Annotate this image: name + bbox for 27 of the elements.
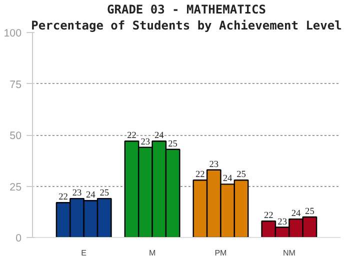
y-tick-label: 25 <box>10 181 22 194</box>
y-tick-label: 0 <box>16 232 22 244</box>
text: 22 <box>264 211 274 222</box>
chart-title: GRADE 03 - MATHEMATICS <box>107 2 266 16</box>
text: 23 <box>278 217 287 228</box>
series-label: 24 <box>86 190 96 201</box>
text: 22 <box>196 170 205 180</box>
chart-subtitle: Percentage of Students by Achievement Level <box>31 18 342 32</box>
series-label: 23 <box>72 188 82 199</box>
x-tick-label: M <box>148 248 156 258</box>
text: 23 <box>209 160 219 170</box>
x-tick-label: PM <box>214 248 228 258</box>
text: 22 <box>127 131 136 142</box>
series-label: 25 <box>100 188 110 199</box>
series-label: 22 <box>58 192 68 203</box>
x-tick-label: NM <box>282 248 296 258</box>
text: 25 <box>305 207 314 217</box>
text: 24 <box>222 174 232 184</box>
text: 24 <box>154 131 164 142</box>
text: 25 <box>236 170 246 180</box>
text: 24 <box>291 209 301 220</box>
y-tick-label: 50 <box>10 130 22 142</box>
text: 23 <box>140 137 150 148</box>
text: 25 <box>168 139 178 150</box>
x-tick-label: E <box>81 248 87 258</box>
y-tick-label: 100 <box>4 28 22 40</box>
y-tick-label: 75 <box>10 78 22 91</box>
